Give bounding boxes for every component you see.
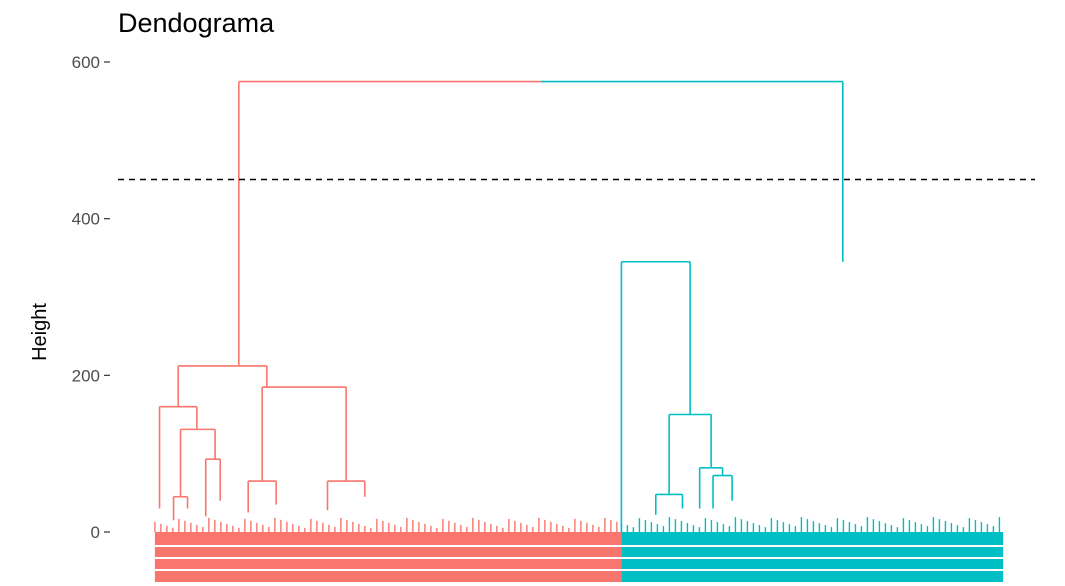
merge-5 <box>172 495 189 521</box>
leaf-band-cluster-1 <box>154 517 622 582</box>
leaf-baseline <box>154 517 1004 582</box>
y-tick-label: 0 <box>91 523 100 542</box>
y-axis: 0 200 400 600 <box>72 53 110 542</box>
merge-12 <box>712 474 733 509</box>
merge-0 <box>238 80 844 366</box>
merge-11 <box>698 466 724 509</box>
merge-6 <box>261 386 347 482</box>
merge-2 <box>158 405 198 509</box>
y-axis-title: Height <box>29 303 51 361</box>
merge-7 <box>247 480 277 513</box>
merge-9 <box>620 260 691 532</box>
merge-13 <box>654 493 684 515</box>
merge-4 <box>204 458 221 517</box>
merge-10 <box>668 413 712 495</box>
y-tick-label: 600 <box>72 53 100 72</box>
merge-8 <box>326 480 366 511</box>
leaf-band-cluster-2 <box>620 517 1004 582</box>
merge-3 <box>179 428 216 497</box>
merge-1 <box>177 365 268 407</box>
y-tick-label: 400 <box>72 210 100 229</box>
y-tick-label: 200 <box>72 366 100 385</box>
chart-title: Dendograma <box>118 8 275 38</box>
dendrogram-branches <box>158 80 844 532</box>
